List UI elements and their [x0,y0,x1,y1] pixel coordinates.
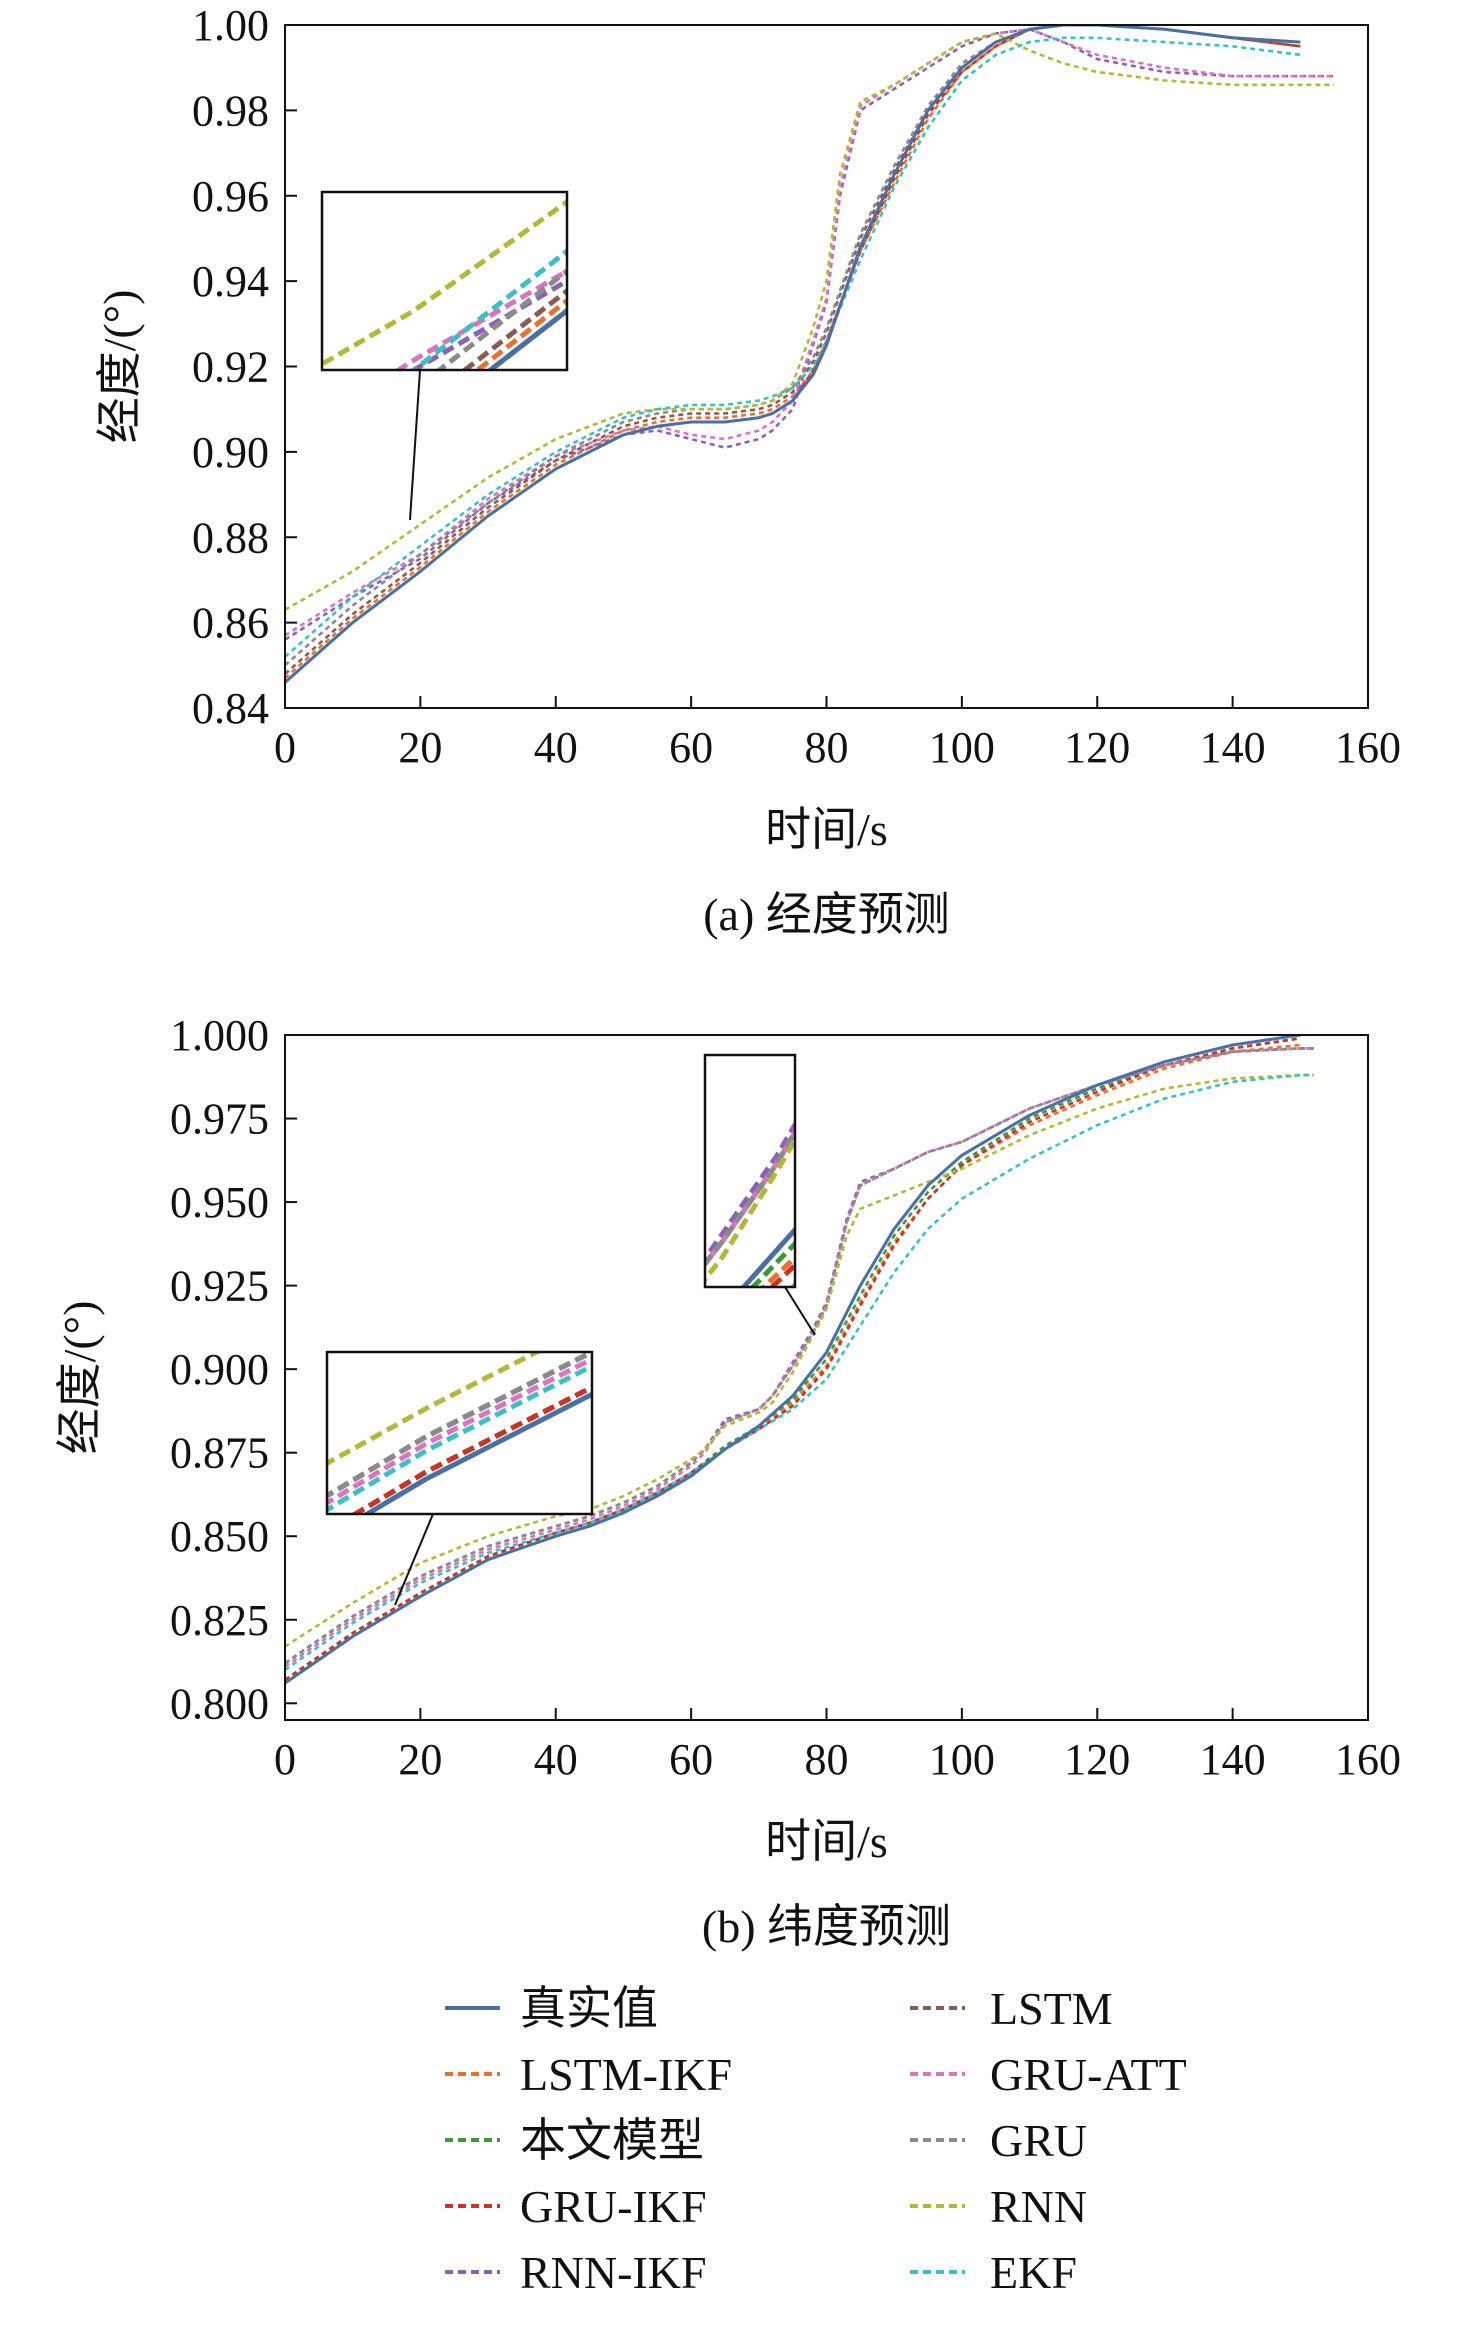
y-tick-label: 0.925 [170,1262,269,1311]
x-tick-label: 60 [669,1735,713,1784]
inset-leader-line [409,369,421,521]
legend-label: GRU-IKF [520,2181,707,2232]
y-tick-label: 0.96 [192,172,269,221]
legend-item: RNN-IKF [445,2247,707,2298]
y-tick-label: 0.94 [192,257,269,306]
x-axis-label: 时间/s [765,804,888,855]
inset-series-line-RNN-IKF [705,1119,795,1264]
x-tick-label: 140 [1200,1735,1266,1784]
chart-panel-a: 0 20 40 60 80 100 120 140 160 0.84 0.86 0.88 0.90 0.9… [94,1,1401,940]
series-line-真实值 [285,25,1301,684]
chart-title: (a) 经度预测 [703,889,950,940]
legend-item: LSTM [910,1983,1113,2034]
series-line-真实值 [285,1035,1301,1685]
legend-label: 本文模型 [520,2115,704,2166]
y-tick-label: 0.88 [192,513,269,562]
legend-label: LSTM [990,1983,1113,2034]
y-tick-label: 0.850 [170,1512,269,1561]
x-tick-label: 120 [1064,723,1130,772]
legend-item: EKF [910,2247,1077,2298]
legend-item: GRU-IKF [445,2181,707,2232]
zoom-inset [320,190,569,521]
x-tick-label: 160 [1335,1735,1401,1784]
y-tick-label: 0.98 [192,86,269,135]
y-tick-label: 0.84 [192,684,269,733]
y-axis-label: 经度/(°) [94,290,145,444]
y-tick-label: 1.00 [192,1,269,50]
zoom-inset [703,1053,816,1336]
legend-item: GRU-ATT [910,2049,1187,2100]
x-tick-label: 80 [805,723,849,772]
inset-background [705,1055,795,1287]
legend-item: LSTM-IKF [445,2049,732,2100]
inset-frame [320,190,569,372]
y-tick-label: 0.90 [192,428,269,477]
x-tick-label: 160 [1335,723,1401,772]
y-tick-label: 0.92 [192,343,269,392]
series-line-EKF [285,36,1301,658]
legend-label: RNN [990,2181,1087,2232]
x-tick-label: 100 [929,723,995,772]
inset-series-line-GRU-ATT [705,1127,795,1268]
y-tick-label: 1.000 [170,1011,269,1060]
series-line-GRU [285,1047,1314,1665]
series-lines [285,1035,1314,1685]
inset-frame [325,1350,594,1516]
y-tick-label: 0.875 [170,1429,269,1478]
chart-panel-b: 0 20 40 60 80 100 120 140 160 0.800 0.825 0.850 0.87… [54,1011,1401,1952]
series-line-RNN [285,32,1335,611]
legend-label: 真实值 [520,1983,658,2034]
y-tick-label: 0.800 [170,1679,269,1728]
y-tick-label: 0.825 [170,1596,269,1645]
legend-label: GRU [990,2115,1087,2166]
legend-item: GRU [910,2115,1087,2166]
legend: 真实值 LSTM-IKF 本文模型 GRU-IKF RNN-IKF LSTM GRU-ATT… [445,1983,1187,2298]
series-line-LSTM-IKF [285,25,1301,680]
inset-series-line-GRU [327,1352,592,1499]
y-tick-label: 0.86 [192,599,269,648]
inset-frame [703,1053,797,1289]
x-tick-label: 0 [274,723,296,772]
y-tick-label: 0.975 [170,1095,269,1144]
series-line-GRU-IKF [285,1037,1301,1681]
inset-leader-line [784,1286,816,1336]
series-line-LSTM [285,25,1301,675]
x-tick-label: 140 [1200,723,1266,772]
x-tick-label: 120 [1064,1735,1130,1784]
y-tick-label: 0.950 [170,1178,269,1227]
series-line-EKF [285,1073,1314,1671]
x-tick-label: 0 [274,1735,296,1784]
y-tick-label: 0.900 [170,1345,269,1394]
x-tick-label: 20 [398,1735,442,1784]
series-lines [285,25,1335,684]
x-tick-label: 80 [805,1735,849,1784]
inset-series-line-RNN-IKF [327,1352,592,1499]
inset-series-line-LSTM [327,1352,592,1499]
legend-label: EKF [990,2247,1077,2298]
legend-item: 本文模型 [445,2115,704,2166]
x-tick-label: 40 [534,1735,578,1784]
inset-background [327,1352,592,1514]
series-line-GRU-ATT [285,1047,1314,1668]
x-tick-label: 40 [534,723,578,772]
zoom-inset [325,1350,594,1606]
inset-series-line-RNN [705,1135,795,1284]
inset-lines [705,1119,795,1287]
x-tick-label: 100 [929,1735,995,1784]
legend-item: 真实值 [445,1983,658,2034]
x-tick-label: 20 [398,723,442,772]
series-line-RNN [285,1073,1314,1648]
series-line-GRU-ATT [285,28,1335,637]
legend-label: RNN-IKF [520,2247,707,2298]
x-tick-label: 60 [669,723,713,772]
chart-title: (b) 纬度预测 [702,1901,951,1952]
series-line-GRU [285,25,1301,667]
y-axis-label: 经度/(°) [54,1301,105,1455]
legend-label: GRU-ATT [990,2049,1187,2100]
inset-leader-line [394,1513,434,1606]
legend-label: LSTM-IKF [520,2049,732,2100]
x-axis-label: 时间/s [765,1816,888,1867]
legend-item: RNN [910,2181,1087,2232]
